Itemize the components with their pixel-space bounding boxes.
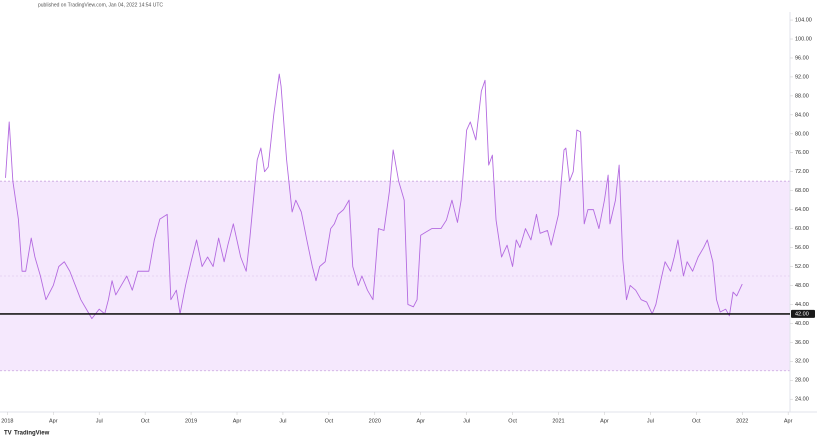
x-tick-label: 2021 bbox=[552, 418, 564, 424]
x-tick-label: 2018 bbox=[1, 418, 13, 424]
brand-icon: TV bbox=[4, 431, 12, 437]
rsi-band bbox=[0, 181, 790, 371]
y-tick-label: 36.00 bbox=[795, 340, 809, 346]
y-tick-label: 48.00 bbox=[795, 283, 809, 289]
y-tick-label: 96.00 bbox=[795, 55, 809, 61]
y-tick-label: 100.00 bbox=[795, 36, 812, 42]
y-tick-label: 28.00 bbox=[795, 378, 809, 384]
y-tick-label: 68.00 bbox=[795, 188, 809, 194]
y-tick-label: 88.00 bbox=[795, 93, 809, 99]
y-tick-label: 104.00 bbox=[795, 18, 812, 24]
y-tick-label: 40.00 bbox=[795, 321, 809, 327]
hline-label-box bbox=[791, 309, 815, 318]
x-tick-label: Jul bbox=[647, 418, 654, 424]
x-tick-label: Apr bbox=[600, 418, 609, 424]
x-tick-label: Oct bbox=[141, 418, 150, 424]
y-tick-label: 24.00 bbox=[795, 397, 809, 403]
y-tick-label: 64.00 bbox=[795, 207, 809, 213]
y-tick-label: 84.00 bbox=[795, 112, 809, 118]
plot bbox=[0, 73, 790, 372]
y-tick-label: 92.00 bbox=[795, 74, 809, 80]
brand-logo: TV TradingView bbox=[4, 431, 50, 437]
y-tick-label: 44.00 bbox=[795, 302, 809, 308]
x-tick-label: Oct bbox=[508, 418, 517, 424]
x-tick-label: Apr bbox=[784, 418, 793, 424]
x-tick-label: Apr bbox=[416, 418, 425, 424]
y-tick-label: 56.00 bbox=[795, 245, 809, 251]
y-tick-label: 72.00 bbox=[795, 169, 809, 175]
x-tick-label: Oct bbox=[692, 418, 701, 424]
x-tick-label: 2019 bbox=[185, 418, 197, 424]
y-tick-label: 52.00 bbox=[795, 264, 809, 270]
x-tick-label: Jul bbox=[96, 418, 103, 424]
y-tick-label: 80.00 bbox=[795, 131, 809, 137]
hline-label: 42.00 bbox=[795, 311, 809, 317]
y-tick-label: 76.00 bbox=[795, 150, 809, 156]
header-text: published on TradingView.com, Jan 04, 20… bbox=[38, 2, 163, 8]
x-tick-label: Jul bbox=[463, 418, 470, 424]
x-tick-label: 2020 bbox=[369, 418, 381, 424]
x-tick-label: Apr bbox=[49, 418, 58, 424]
x-tick-label: Jul bbox=[279, 418, 286, 424]
y-tick-label: 32.00 bbox=[795, 359, 809, 365]
y-tick-label: 60.00 bbox=[795, 226, 809, 232]
x-tick-label: 2022 bbox=[736, 418, 748, 424]
x-tick-label: Oct bbox=[325, 418, 334, 424]
brand-text: TradingView bbox=[14, 431, 50, 437]
rsi-line bbox=[5, 73, 743, 320]
x-tick-label: Apr bbox=[233, 418, 242, 424]
